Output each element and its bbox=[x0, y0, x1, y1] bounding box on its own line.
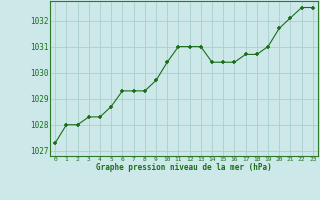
X-axis label: Graphe pression niveau de la mer (hPa): Graphe pression niveau de la mer (hPa) bbox=[96, 163, 272, 172]
